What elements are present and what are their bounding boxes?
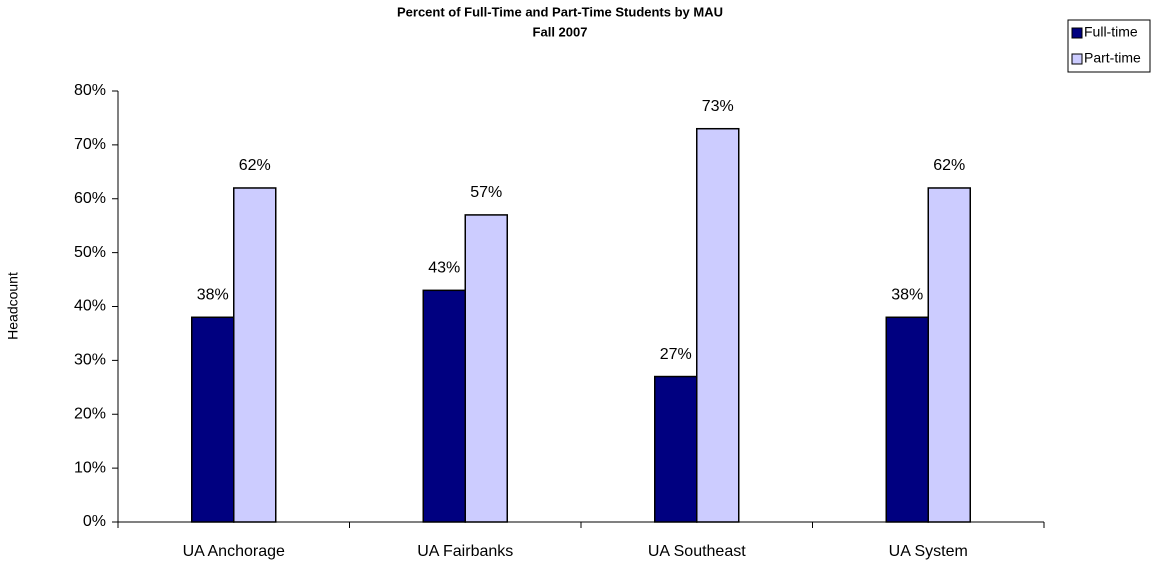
bar: [233, 187, 277, 523]
data-label: 38%: [197, 286, 229, 303]
data-label: 43%: [428, 260, 460, 277]
bar: [191, 316, 235, 523]
y-tick-label: 70%: [74, 136, 106, 153]
data-label: 57%: [470, 184, 502, 201]
y-tick-label: 40%: [74, 298, 106, 315]
y-tick-label: 60%: [74, 190, 106, 207]
legend-label: Full-time: [1084, 24, 1138, 40]
legend-label: Part-time: [1084, 50, 1141, 66]
data-label: 62%: [933, 157, 965, 174]
y-tick-label: 80%: [74, 82, 106, 99]
legend-swatch: [1071, 53, 1083, 65]
y-tick-label: 30%: [74, 352, 106, 369]
data-label: 27%: [660, 346, 692, 363]
chart-title: Percent of Full-Time and Part-Time Stude…: [397, 4, 723, 19]
bar: [885, 316, 929, 523]
y-tick-label: 0%: [83, 513, 106, 530]
bar: [422, 289, 466, 523]
data-label: 62%: [239, 157, 271, 174]
bar: [696, 127, 740, 523]
x-tick-label: UA Fairbanks: [417, 543, 513, 560]
x-tick-label: UA Southeast: [648, 543, 746, 560]
data-label: 73%: [702, 98, 734, 115]
data-label: 38%: [891, 286, 923, 303]
y-tick-label: 10%: [74, 459, 106, 476]
x-tick-label: UA System: [889, 543, 968, 560]
bar: [464, 214, 508, 523]
chart-subtitle: Fall 2007: [533, 24, 588, 39]
legend-swatch: [1071, 27, 1083, 39]
y-tick-label: 50%: [74, 244, 106, 261]
y-tick-label: 20%: [74, 405, 106, 422]
y-axis-label: Headcount: [5, 272, 21, 340]
bar: [654, 375, 698, 523]
bar: [927, 187, 971, 523]
x-tick-label: UA Anchorage: [183, 543, 285, 560]
